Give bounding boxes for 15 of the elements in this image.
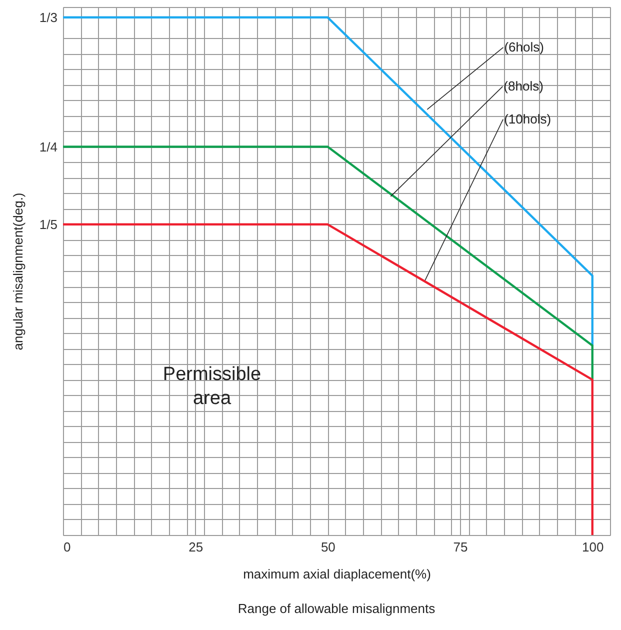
y-tick-label: 1/3	[39, 10, 58, 25]
y-tick-label: 1/4	[39, 139, 58, 154]
text: Range of allowable misalignments	[238, 601, 436, 616]
annotation: (6hols)	[504, 39, 544, 54]
x-tick-label: 0	[64, 540, 71, 554]
annotation: (10hols)	[504, 111, 552, 126]
annotation: (8hols)	[504, 78, 544, 94]
annotation: Permissible area	[162, 364, 262, 409]
x-tick-label: 25	[188, 540, 204, 554]
x-tick-label: 100	[582, 540, 604, 554]
x-tick-label: 75	[453, 540, 468, 554]
x-axis-title: maximum axial diaplacement(%)	[243, 566, 431, 582]
x-tick-label: 50	[320, 540, 336, 554]
y-axis-title: angular misalignment(deg.)	[10, 192, 26, 350]
y-tick-label: 1/5	[39, 216, 58, 232]
